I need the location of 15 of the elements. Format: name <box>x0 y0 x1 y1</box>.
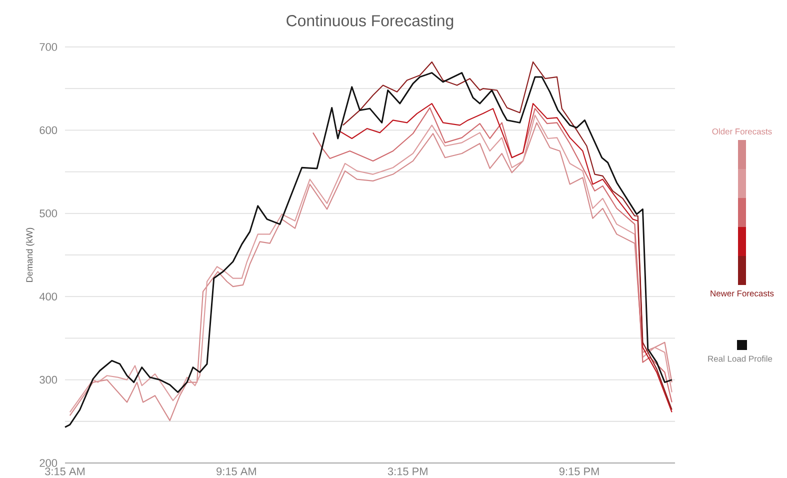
y-axis-title: Demand (kW) <box>26 228 34 282</box>
x-tick-label: 9:15 PM <box>559 468 599 476</box>
legend-label: Real Load Profile <box>708 356 772 362</box>
y-tick-label: 400 <box>39 292 58 300</box>
y-tick-label: 700 <box>40 43 58 51</box>
x-tick-label: 3:15 AM <box>45 468 84 476</box>
x-tick-label: 3:15 PM <box>388 468 428 476</box>
text: Older Forecasts <box>712 128 772 134</box>
y-tick-label: 200 <box>40 459 58 467</box>
x-tick-label: 9:15 AM <box>216 468 256 476</box>
y-tick-label: 600 <box>40 126 58 134</box>
chart-title: Continuous Forecasting <box>286 14 454 30</box>
text: Newer Forecasts <box>710 290 774 296</box>
y-tick-label: 300 <box>40 376 58 384</box>
y-tick-label: 500 <box>40 210 58 218</box>
